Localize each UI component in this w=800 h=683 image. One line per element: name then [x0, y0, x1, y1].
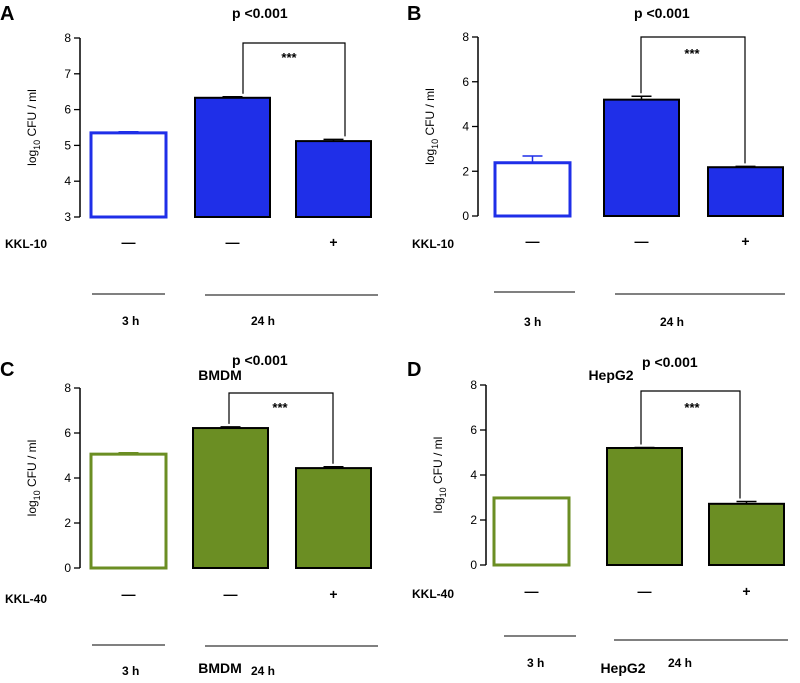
y-tick-label: 8 — [470, 378, 477, 392]
y-tick-label: 5 — [64, 138, 71, 152]
treatment-sign: — — [224, 586, 238, 602]
y-tick-label: 2 — [470, 513, 477, 527]
bar — [194, 96, 271, 218]
y-tick-label: 8 — [64, 381, 71, 395]
cell-line-label: BMDM — [198, 660, 242, 676]
y-axis-label: log10 CFU / ml — [431, 437, 448, 514]
y-axis-label: log10 CFU / ml — [25, 89, 42, 166]
y-tick-label: 4 — [470, 468, 477, 482]
y-tick-label: 7 — [64, 67, 71, 81]
y-label-unit: CFU / ml — [431, 437, 445, 488]
panel-letter: C — [0, 359, 14, 381]
significance-bracket — [242, 42, 346, 137]
time-label: 3 h — [524, 315, 541, 329]
significance-stars: *** — [684, 46, 700, 61]
bar — [707, 166, 784, 218]
treatment-sign: — — [226, 234, 240, 250]
y-tick-label: 2 — [462, 164, 469, 178]
bar — [492, 496, 571, 567]
treatment-sign: + — [741, 233, 749, 249]
treatment-sign: — — [525, 583, 539, 599]
bar — [89, 452, 168, 570]
treatment-label: KKL-40 — [412, 587, 454, 601]
y-label-log: log — [25, 150, 39, 166]
bar — [603, 98, 680, 217]
y-tick-label: 6 — [462, 75, 469, 89]
treatment-sign: — — [638, 583, 652, 599]
significance-stars: *** — [684, 400, 700, 415]
y-label-unit: CFU / ml — [423, 88, 437, 139]
y-label-sub: 10 — [32, 140, 42, 150]
time-label: 24 h — [660, 315, 684, 329]
panel-letter: A — [0, 3, 14, 25]
significance-bracket — [228, 392, 334, 464]
cell-line-label: HepG2 — [588, 367, 633, 383]
treatment-sign: + — [329, 234, 337, 250]
y-axis-label: log10 CFU / ml — [423, 88, 440, 165]
p-value: p <0.001 — [232, 5, 288, 21]
time-label: 3 h — [122, 664, 139, 678]
panel-letter: D — [407, 359, 421, 381]
bar — [606, 447, 683, 566]
p-value: p <0.001 — [634, 5, 690, 21]
y-tick-label: 0 — [64, 561, 71, 575]
treatment-label: KKL-40 — [5, 592, 47, 606]
bar — [708, 502, 785, 566]
time-label: 24 h — [668, 656, 692, 670]
panel-c: C 0 2 4 6 8 log10 CFU / ml *** p <0.001 KKL-40 — — +… — [0, 352, 378, 678]
bar — [295, 140, 372, 219]
bar — [192, 427, 269, 569]
cell-line-label: BMDM — [198, 367, 242, 383]
y-tick-label: 0 — [470, 558, 477, 572]
treatment-sign: — — [635, 233, 649, 249]
treatment-sign: — — [122, 234, 136, 250]
treatment-label: KKL-10 — [412, 237, 454, 251]
treatment-sign: + — [329, 586, 337, 602]
bar — [295, 467, 372, 570]
y-tick-label: 4 — [462, 120, 469, 134]
y-tick-label: 4 — [64, 174, 71, 188]
y-label-log: log — [25, 500, 39, 516]
y-tick-label: 6 — [64, 426, 71, 440]
time-label: 24 h — [251, 664, 275, 678]
y-tick-label: 8 — [64, 31, 71, 45]
y-label-unit: CFU / ml — [25, 89, 39, 140]
y-tick-label: 0 — [462, 209, 469, 223]
p-value: p <0.001 — [642, 354, 698, 370]
time-label: 3 h — [122, 314, 139, 328]
y-tick-label: 6 — [470, 423, 477, 437]
significance-bracket — [640, 36, 746, 164]
y-label-sub: 10 — [438, 487, 448, 497]
panel-b: B 0 2 4 6 8 log10 CFU / ml *** p <0.001 KKL-10 — — +… — [407, 3, 785, 383]
treatment-sign: — — [122, 586, 136, 602]
y-tick-label: 3 — [64, 210, 71, 224]
y-tick-label: 2 — [64, 516, 71, 530]
panel-a: A 3 4 5 6 7 8 log10 CFU / ml *** p <0.001 KKL-10 — —… — [0, 3, 378, 383]
panel-letter: B — [407, 3, 421, 25]
y-label-log: log — [423, 149, 437, 165]
y-label-unit: CFU / ml — [25, 440, 39, 491]
y-axis-label: log10 CFU / ml — [25, 440, 42, 517]
treatment-label: KKL-10 — [5, 237, 47, 251]
y-tick-label: 4 — [64, 471, 71, 485]
panel-d: D 0 2 4 6 8 log10 CFU / ml *** p <0.001 KKL-40 — — +… — [407, 354, 788, 676]
time-label: 24 h — [251, 314, 275, 328]
time-label: 3 h — [527, 656, 544, 670]
significance-bracket — [640, 390, 741, 499]
y-label-log: log — [431, 497, 445, 513]
y-label-sub: 10 — [32, 490, 42, 500]
bar — [493, 161, 572, 218]
y-label-sub: 10 — [430, 139, 440, 149]
y-tick-label: 8 — [462, 30, 469, 44]
y-tick-label: 6 — [64, 103, 71, 117]
cell-line-label: HepG2 — [600, 660, 645, 676]
significance-stars: *** — [272, 400, 288, 415]
bar — [89, 131, 168, 219]
treatment-sign: — — [526, 233, 540, 249]
treatment-sign: + — [742, 583, 750, 599]
significance-stars: *** — [281, 50, 297, 65]
p-value: p <0.001 — [232, 352, 288, 368]
